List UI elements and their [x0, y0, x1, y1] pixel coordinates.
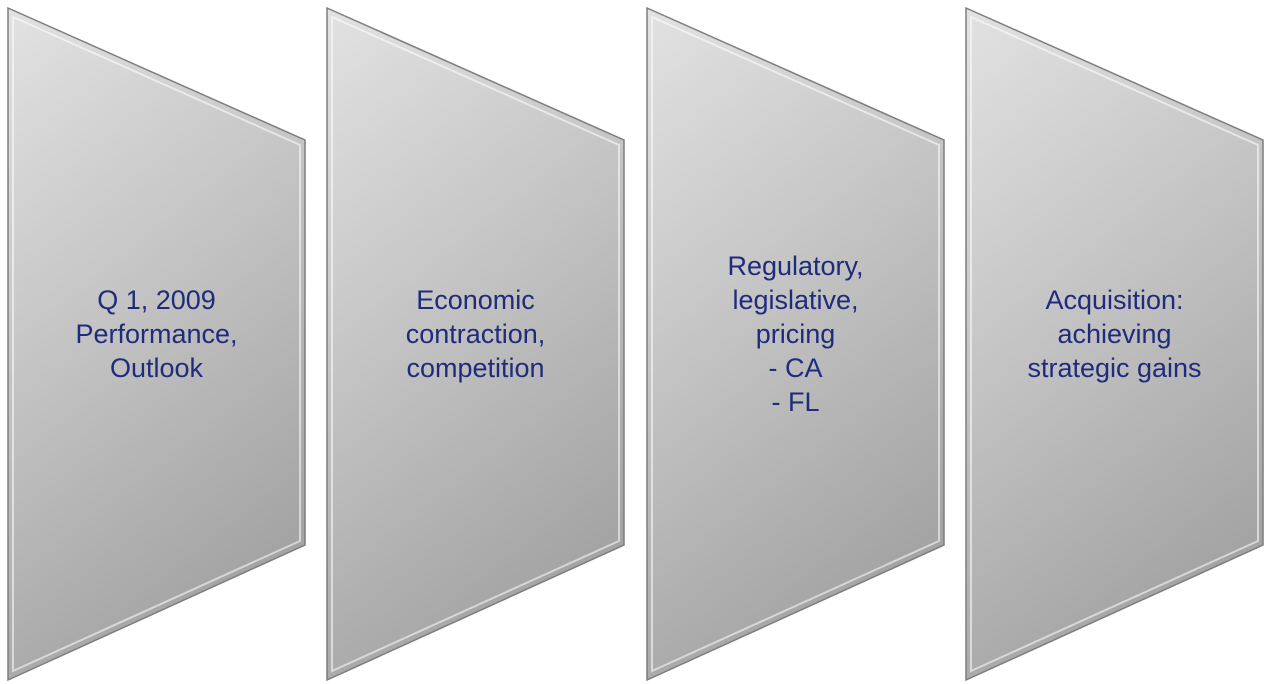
shape-body	[326, 6, 625, 682]
step-shape: Acquisition: achieving strategic gains	[965, 6, 1264, 682]
step-label-line: Performance,	[75, 319, 237, 349]
step-label-line: - FL	[771, 387, 819, 417]
step-label-line: Economic	[416, 285, 535, 315]
step-label-line: Regulatory,	[727, 251, 863, 281]
shape-bevel	[651, 15, 940, 673]
shape-body	[965, 6, 1264, 682]
step-label-line: competition	[406, 353, 544, 383]
step-label-line: contraction,	[406, 319, 546, 349]
step-label-line: Acquisition:	[1045, 285, 1183, 315]
step-shape: Regulatory, legislative, pricing - CA - FL	[646, 6, 945, 682]
step-label-line: strategic gains	[1027, 353, 1201, 383]
step-label-line: legislative,	[732, 285, 858, 315]
step-label-line: achieving	[1057, 319, 1171, 349]
shape-bevel	[12, 15, 301, 673]
step-label-line: Q 1, 2009	[97, 285, 216, 315]
shape-body	[646, 6, 945, 682]
shape-bevel	[331, 15, 620, 673]
step-shape: Q 1, 2009 Performance, Outlook	[7, 6, 306, 682]
step-label-line: Outlook	[110, 353, 204, 383]
step-shape: Economic contraction, competition	[326, 6, 625, 682]
shape-bevel	[970, 15, 1259, 673]
step-label-line: - CA	[769, 353, 823, 383]
shape-body	[7, 6, 306, 682]
step-label-line: pricing	[756, 319, 836, 349]
